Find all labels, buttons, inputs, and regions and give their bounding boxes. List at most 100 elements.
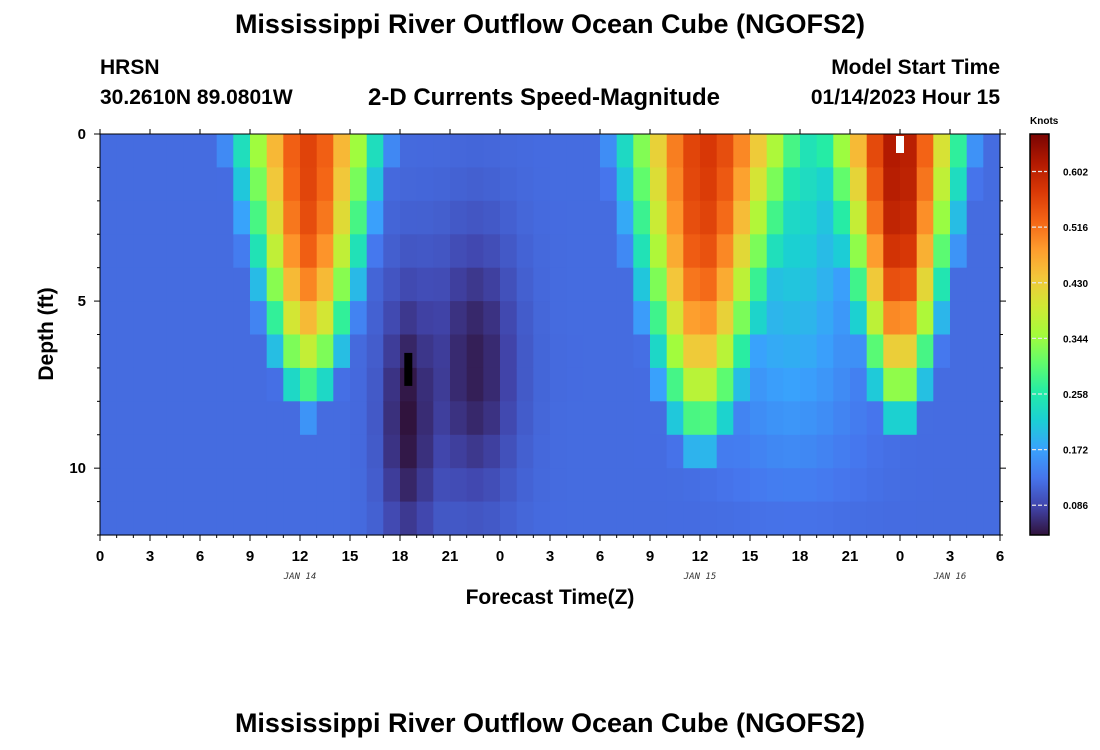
heatmap-cell xyxy=(100,267,118,302)
heatmap-cell xyxy=(683,301,701,336)
heatmap-cell xyxy=(566,200,584,235)
heatmap-cell xyxy=(133,267,151,302)
heatmap-cell xyxy=(883,334,901,369)
heatmap-cell xyxy=(166,434,184,469)
heatmap-cell xyxy=(416,167,434,202)
heatmap-cell xyxy=(366,200,384,235)
heatmap-cell xyxy=(550,434,568,469)
heatmap-cell xyxy=(400,267,418,302)
heatmap-cell xyxy=(933,200,951,235)
heatmap-cell xyxy=(650,267,668,302)
heatmap-cell xyxy=(600,167,618,202)
heatmap-cell xyxy=(450,367,468,402)
heatmap-cell xyxy=(333,434,351,469)
heatmap-cell xyxy=(100,468,118,503)
heatmap-cell xyxy=(166,501,184,536)
heatmap-cell xyxy=(800,334,818,369)
heatmap-cell xyxy=(316,468,334,503)
heatmap-cell xyxy=(466,200,484,235)
station-coordinates: 30.2610N 89.0801W xyxy=(100,86,293,109)
heatmap-cell xyxy=(133,167,151,202)
heatmap-cell xyxy=(266,434,284,469)
heatmap-cell xyxy=(466,401,484,436)
heatmap-cell xyxy=(366,501,384,536)
heatmap-cell xyxy=(816,501,834,536)
heatmap-cell xyxy=(666,167,684,202)
heatmap-cell xyxy=(850,434,868,469)
heatmap-cell xyxy=(666,334,684,369)
heatmap-cell xyxy=(316,200,334,235)
heatmap-cell xyxy=(466,334,484,369)
heatmap-cell xyxy=(933,301,951,336)
heatmap-cell xyxy=(766,134,784,168)
heatmap-cell xyxy=(650,134,668,168)
heatmap-cell xyxy=(550,468,568,503)
heatmap-cell xyxy=(966,434,984,469)
heatmap-cell xyxy=(366,167,384,202)
heatmap-cell xyxy=(733,401,751,436)
heatmap-cell xyxy=(100,334,118,369)
heatmap-cell xyxy=(283,334,301,369)
colorbar-tick-label: 0.516 xyxy=(1063,223,1088,234)
x-tick-label: 0 xyxy=(96,548,104,565)
heatmap-cell xyxy=(183,334,201,369)
heatmap-cell xyxy=(333,367,351,402)
heatmap-cell xyxy=(583,434,601,469)
x-tick-label: 6 xyxy=(596,548,604,565)
heatmap-cell xyxy=(900,234,918,269)
heatmap-cell xyxy=(950,334,968,369)
heatmap-cell xyxy=(266,401,284,436)
heatmap-cell xyxy=(716,167,734,202)
heatmap-cell xyxy=(750,234,768,269)
heatmap-cell xyxy=(233,367,251,402)
heatmap-cell xyxy=(216,267,234,302)
heatmap-cell xyxy=(283,234,301,269)
heatmap-cell xyxy=(516,200,534,235)
heatmap-cell xyxy=(216,134,234,168)
heatmap-cell xyxy=(916,367,934,402)
heatmap-cell xyxy=(133,401,151,436)
heatmap-cell xyxy=(566,334,584,369)
heatmap-cell xyxy=(200,267,218,302)
heatmap-cell xyxy=(216,367,234,402)
heatmap-cell xyxy=(966,167,984,202)
station-id: HRSN xyxy=(100,56,160,79)
heatmap-cell xyxy=(750,434,768,469)
heatmap-cell xyxy=(200,134,218,168)
heatmap-cell xyxy=(800,468,818,503)
heatmap-cell xyxy=(966,301,984,336)
heatmap-cell xyxy=(700,367,718,402)
heatmap-cell xyxy=(283,200,301,235)
heatmap-cell xyxy=(850,234,868,269)
heatmap-cell xyxy=(183,200,201,235)
heatmap-cell xyxy=(933,234,951,269)
heatmap-cell xyxy=(283,301,301,336)
speed-heatmap-chart: 0 3 6 9 12 15 18 21 0 3 6 9 12 15 18 21 0 3 6 0 5 10 JAN 14 JAN… xyxy=(35,116,1088,609)
heatmap-cell xyxy=(250,401,268,436)
heatmap-cell xyxy=(800,301,818,336)
heatmap-cell xyxy=(933,134,951,168)
heatmap-cell xyxy=(966,200,984,235)
heatmap-cell xyxy=(633,200,651,235)
heatmap-cell xyxy=(183,134,201,168)
heatmap-cell xyxy=(266,501,284,536)
heatmap-cell xyxy=(316,434,334,469)
heatmap-cell xyxy=(933,401,951,436)
heatmap-cell xyxy=(450,234,468,269)
colorbar-units: Knots xyxy=(1030,116,1059,127)
heatmap-cell xyxy=(950,301,968,336)
heatmap-cell xyxy=(166,468,184,503)
heatmap-cell xyxy=(516,134,534,168)
heatmap-cell xyxy=(866,134,884,168)
heatmap-cell xyxy=(666,200,684,235)
heatmap-cell xyxy=(383,301,401,336)
heatmap-cell xyxy=(100,134,118,168)
heatmap-cell xyxy=(966,267,984,302)
heatmap-cell xyxy=(950,401,968,436)
heatmap-cell xyxy=(216,434,234,469)
heatmap-cell xyxy=(683,167,701,202)
heatmap-cell xyxy=(216,234,234,269)
heatmap-cell xyxy=(233,134,251,168)
heatmap-cell xyxy=(816,434,834,469)
heatmap-cell xyxy=(883,468,901,503)
